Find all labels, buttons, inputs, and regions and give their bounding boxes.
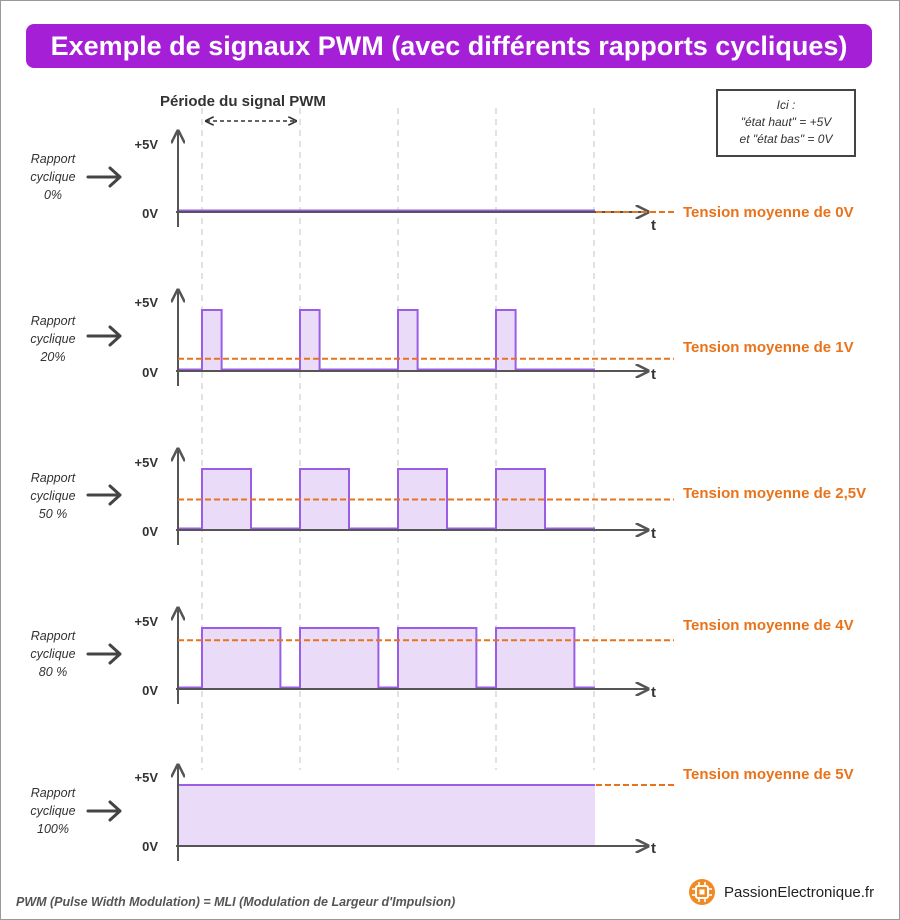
low-voltage-label: 0V — [142, 206, 158, 221]
pulse-fill — [202, 310, 222, 371]
high-voltage-label: +5V — [134, 614, 159, 629]
average-label-3: Tension moyenne de 4V — [683, 617, 854, 634]
time-axis-label: t — [651, 684, 656, 701]
pulse-fill — [398, 310, 418, 371]
row-label-1: Rapport cyclique 20% — [30, 314, 76, 364]
brand-logo: PassionElectronique.fr — [688, 878, 874, 906]
time-axis-label: t — [651, 525, 656, 542]
row-label-4: Rapport cyclique 100% — [30, 786, 76, 836]
pulse-fill — [496, 310, 516, 371]
low-voltage-label: 0V — [142, 839, 158, 854]
row-arrow-icon — [86, 325, 122, 347]
legend-note-box: Ici : "état haut" = +5V et "état bas" = … — [716, 89, 856, 157]
row-label-3: Rapport cyclique 80 % — [30, 629, 76, 679]
pulse-fill — [202, 628, 281, 689]
average-label-0: Tension moyenne de 0V — [683, 204, 854, 221]
note-line-2: "état haut" = +5V — [740, 115, 832, 129]
average-label-4: Tension moyenne de 5V — [683, 766, 854, 783]
footer-note: PWM (Pulse Width Modulation) = MLI (Modu… — [16, 895, 456, 909]
time-axis-label: t — [651, 366, 656, 383]
note-line-3: et "état bas" = 0V — [739, 132, 833, 146]
signal-fill — [178, 785, 595, 846]
pulse-fill — [300, 310, 320, 371]
brand-name: PassionElectronique.fr — [724, 883, 875, 901]
high-voltage-label: +5V — [134, 455, 159, 470]
low-voltage-label: 0V — [142, 524, 158, 539]
low-voltage-label: 0V — [142, 683, 158, 698]
average-label-2: Tension moyenne de 2,5V — [683, 485, 867, 502]
pulse-fill — [398, 628, 477, 689]
high-voltage-label: +5V — [134, 770, 159, 785]
pulse-fill — [496, 628, 575, 689]
high-voltage-label: +5V — [134, 137, 159, 152]
high-voltage-label: +5V — [134, 295, 159, 310]
chip-icon — [689, 879, 715, 905]
signal-trace — [178, 468, 595, 530]
signal-trace — [178, 627, 595, 689]
row-arrow-icon — [86, 643, 122, 665]
time-axis-label: t — [651, 840, 656, 857]
row-arrow-icon — [86, 484, 122, 506]
signal-trace — [178, 309, 595, 371]
row-arrow-icon — [86, 800, 122, 822]
low-voltage-label: 0V — [142, 365, 158, 380]
row-arrow-icon — [86, 166, 122, 188]
row-label-2: Rapport cyclique 50 % — [30, 471, 76, 521]
time-axis-label: t — [651, 217, 656, 234]
average-label-1: Tension moyenne de 1V — [683, 339, 854, 356]
row-label-0: Rapport cyclique 0% — [30, 152, 76, 202]
period-label: Période du signal PWM — [160, 93, 326, 110]
diagram-title: Exemple de signaux PWM (avec différents … — [26, 24, 872, 68]
pulse-fill — [300, 628, 379, 689]
note-line-1: Ici : — [776, 98, 796, 112]
